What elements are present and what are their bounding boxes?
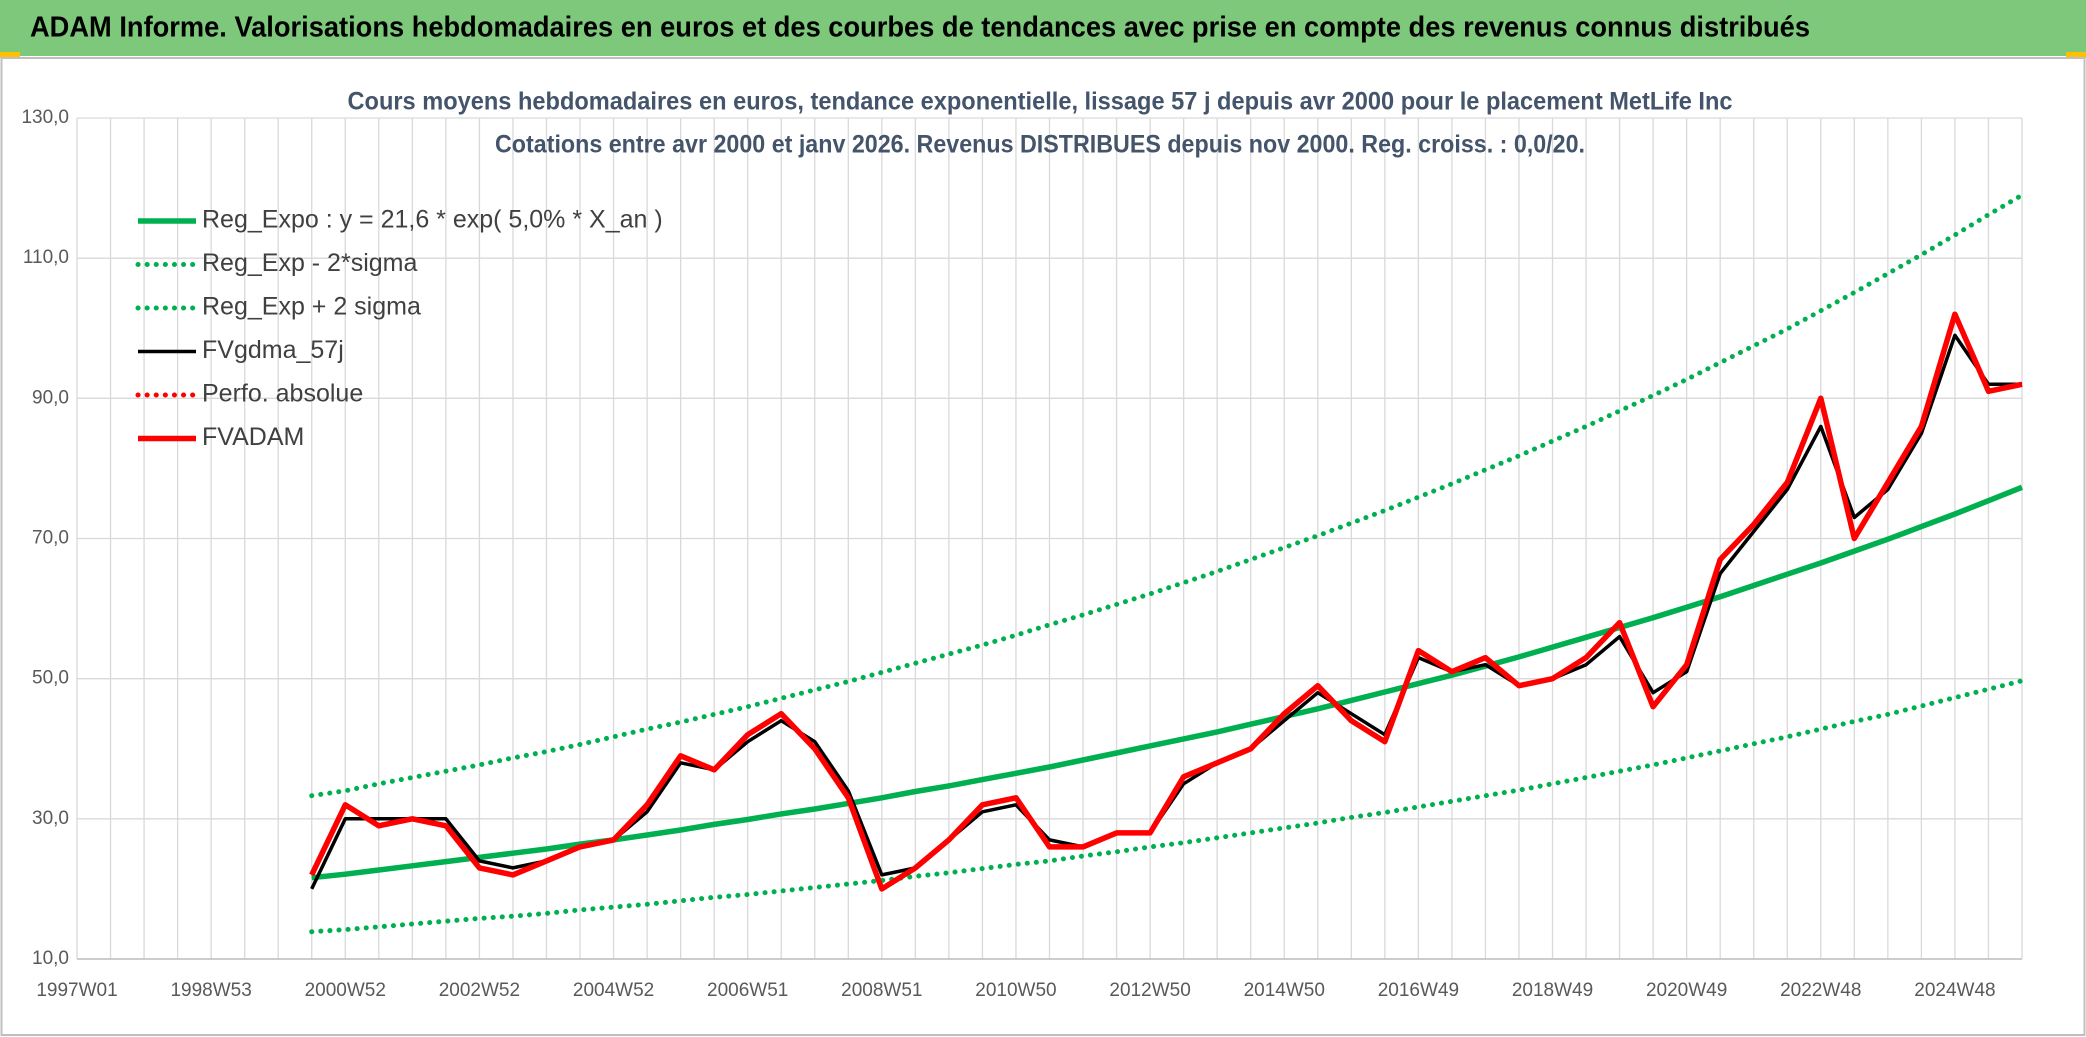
x-tick-label: 2014W50 bbox=[1244, 980, 1325, 1001]
legend-label: FVgdma_57j bbox=[202, 336, 344, 364]
header-bar bbox=[0, 0, 2086, 56]
header-title: ADAM Informe. Valorisations hebdomadaire… bbox=[30, 12, 1810, 44]
y-tick-label: 90,0 bbox=[32, 387, 69, 408]
chart-subtitle: Cotations entre avr 2000 et janv 2026. R… bbox=[495, 131, 1585, 159]
legend-label: Reg_Exp + 2 sigma bbox=[202, 293, 421, 321]
x-tick-label: 1998W53 bbox=[170, 980, 251, 1001]
series-line bbox=[309, 311, 2023, 892]
x-tick-label: 2002W52 bbox=[439, 980, 520, 1001]
y-tick-label: 10,0 bbox=[32, 948, 69, 969]
x-tick-label: 2008W51 bbox=[841, 980, 922, 1001]
corner-mark bbox=[2066, 52, 2086, 58]
series-line bbox=[309, 192, 2025, 799]
corner-mark bbox=[0, 52, 20, 58]
y-tick-label: 50,0 bbox=[32, 668, 69, 689]
legend-label: FVADAM bbox=[202, 423, 304, 451]
x-tick-label: 1997W01 bbox=[36, 980, 117, 1001]
frame bbox=[0, 57, 2086, 1036]
x-tick-label: 2018W49 bbox=[1512, 980, 1593, 1001]
x-tick-label: 2024W48 bbox=[1914, 980, 1995, 1001]
y-tick-label: 70,0 bbox=[32, 528, 69, 549]
legend-label: Perfo. absolue bbox=[202, 380, 363, 408]
chart-title: Cours moyens hebdomadaires en euros, ten… bbox=[348, 88, 1733, 116]
y-tick-label: 110,0 bbox=[23, 247, 69, 268]
x-tick-label: 2004W52 bbox=[573, 980, 654, 1001]
x-tick-label: 2006W51 bbox=[707, 980, 788, 1001]
x-tick-label: 2020W49 bbox=[1646, 980, 1727, 1001]
x-tick-label: 2010W50 bbox=[975, 980, 1056, 1001]
x-tick-label: 2000W52 bbox=[305, 980, 386, 1001]
legend-label: Reg_Exp - 2*sigma bbox=[202, 249, 417, 277]
y-tick-label: 130,0 bbox=[21, 107, 69, 128]
y-tick-label: 30,0 bbox=[32, 808, 69, 829]
x-tick-label: 2012W50 bbox=[1109, 980, 1190, 1001]
series-line bbox=[309, 678, 2025, 935]
x-tick-label: 2016W49 bbox=[1378, 980, 1459, 1001]
x-tick-label: 2022W48 bbox=[1780, 980, 1861, 1001]
legend-label: Reg_Expo : y = 21,6 * exp( 5,0% * X_an ) bbox=[202, 206, 663, 234]
